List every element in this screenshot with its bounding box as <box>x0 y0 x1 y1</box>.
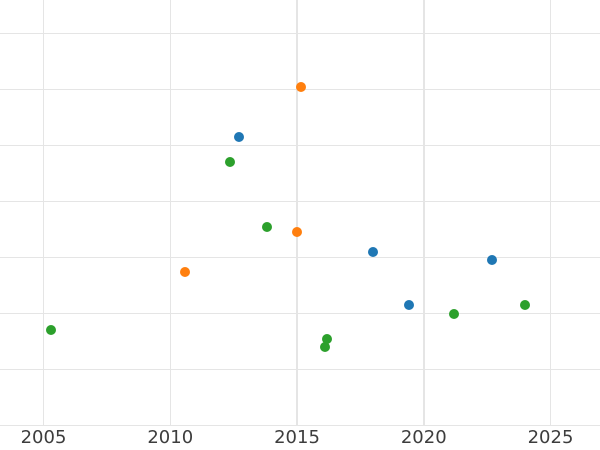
plot-area <box>0 0 600 427</box>
x-tick-label: 2020 <box>400 427 447 448</box>
data-point-series-green <box>319 342 330 353</box>
x-tick-label: 2010 <box>147 427 194 448</box>
data-point-series-green <box>322 333 333 344</box>
data-point-series-blue <box>368 246 379 257</box>
data-point-series-blue <box>233 132 244 143</box>
data-point-series-orange <box>295 81 306 92</box>
data-point-series-green <box>46 325 57 336</box>
vertical-gridline <box>549 0 552 426</box>
horizontal-gridline <box>0 312 600 315</box>
data-point-series-orange <box>292 227 302 238</box>
horizontal-gridline <box>0 144 600 147</box>
data-point-series-green <box>224 157 235 168</box>
x-tick-label: 2025 <box>527 427 574 448</box>
horizontal-gridline <box>0 424 600 427</box>
horizontal-gridline <box>0 200 600 203</box>
data-point-series-blue <box>403 300 414 311</box>
horizontal-gridline <box>0 256 600 259</box>
x-tick-label: 2005 <box>20 427 67 448</box>
vertical-gridline <box>423 0 425 426</box>
horizontal-gridline <box>0 32 600 35</box>
vertical-gridline <box>42 0 45 426</box>
vertical-gridline <box>296 0 298 426</box>
vertical-gridline <box>169 0 171 426</box>
horizontal-gridline <box>0 368 600 371</box>
data-point-series-green <box>520 300 531 311</box>
data-point-series-green <box>449 308 460 319</box>
x-tick-label: 2015 <box>274 427 320 448</box>
data-point-series-blue <box>487 255 498 266</box>
data-point-series-green <box>261 221 272 232</box>
data-point-series-orange <box>180 266 191 277</box>
